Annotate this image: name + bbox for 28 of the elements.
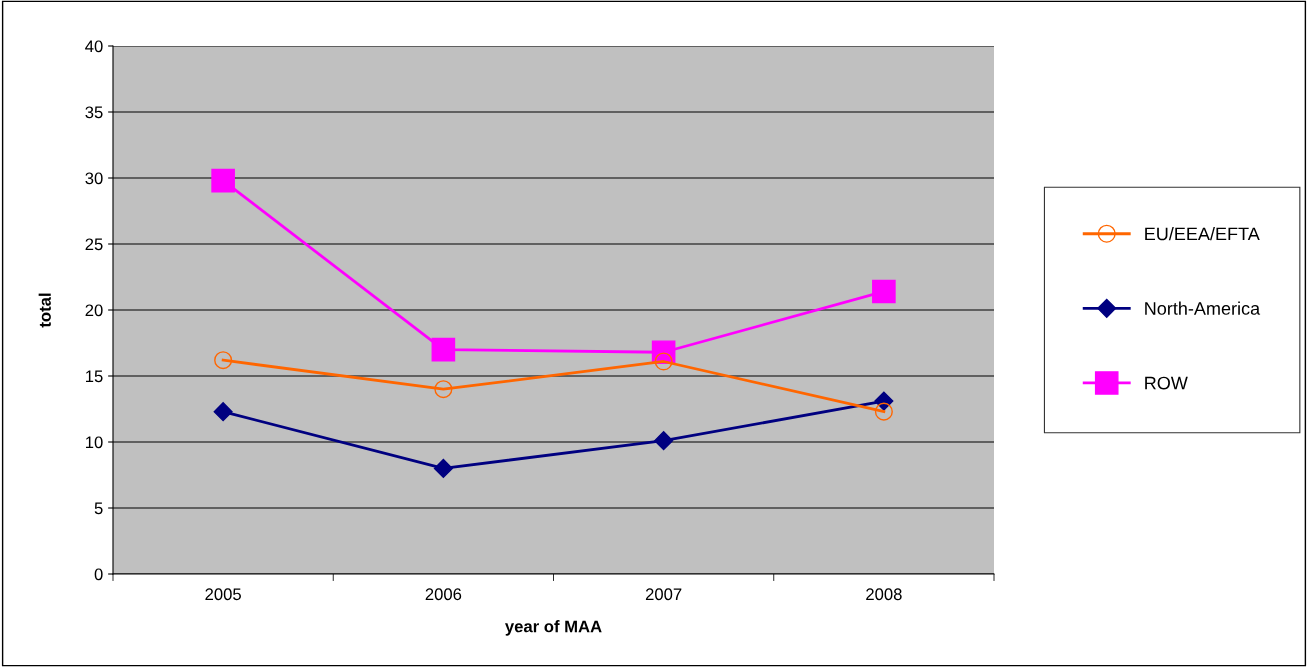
y-tick-label: 40 — [85, 40, 103, 53]
legend-label: North-America — [1145, 301, 1261, 315]
point — [654, 431, 674, 451]
point — [434, 380, 453, 399]
x-tick-label: 2008 — [866, 588, 902, 601]
y-tick-label: 10 — [86, 436, 103, 449]
y-tick-label: 5 — [94, 502, 103, 515]
x-tick-label: 2007 — [645, 588, 682, 601]
y-tick-label: 20 — [85, 304, 103, 317]
y-tick-label: 0 — [94, 568, 103, 581]
y-tick-label: 15 — [86, 370, 103, 383]
point — [874, 391, 894, 411]
point — [214, 351, 233, 370]
y-axis-title: total — [38, 293, 51, 328]
x-axis-title: year of MAA — [505, 620, 602, 636]
y-tick-label: 35 — [85, 106, 103, 119]
point — [211, 168, 235, 193]
legend-label: ROW — [1145, 376, 1188, 390]
point — [213, 402, 233, 422]
point — [874, 402, 893, 421]
x-tick-label: 2005 — [205, 588, 241, 601]
y-tick-label: 30 — [85, 172, 103, 185]
point — [872, 279, 896, 304]
point — [433, 458, 453, 478]
legend-label: EU/EEA/EFTA — [1145, 226, 1260, 241]
point — [431, 337, 456, 362]
y-tick-label: 25 — [85, 238, 103, 251]
x-tick-label: 2006 — [425, 588, 462, 601]
